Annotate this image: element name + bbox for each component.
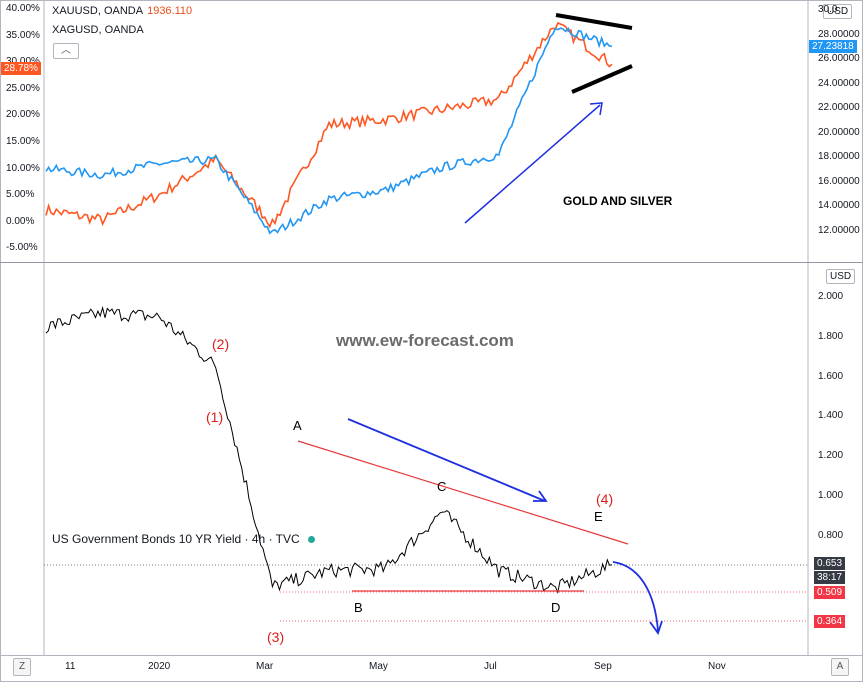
left-axis-tick-4: 20.00% bbox=[6, 109, 40, 121]
wave-label-4: (4) bbox=[596, 491, 614, 507]
wave-label-b: B bbox=[354, 600, 363, 615]
wave-label-c: C bbox=[437, 479, 447, 494]
uptrend-arrow-line bbox=[464, 104, 601, 224]
price-tag-current: 0.653 bbox=[814, 557, 846, 570]
top-series-group bbox=[45, 21, 613, 235]
auto-scale-button[interactable]: A bbox=[831, 658, 849, 676]
downtrend-arrow-line bbox=[347, 418, 546, 502]
bond-yield-pane[interactable]: US Government Bonds 10 YR Yield · 4h · T… bbox=[0, 263, 863, 655]
triangle-upper-line bbox=[555, 13, 633, 30]
downtrend-arrowhead bbox=[533, 490, 548, 502]
price-tag-countdown: 38:17 bbox=[814, 571, 846, 584]
uptrend-arrowhead bbox=[589, 102, 603, 116]
timezone-button[interactable]: Z bbox=[13, 658, 31, 676]
left-axis-tick-0: 40.00% bbox=[6, 3, 40, 14]
bond-axis-tick-2: 1.600 bbox=[818, 370, 844, 382]
wave-label-3: (3) bbox=[267, 629, 285, 645]
legend-gold-symbol: XAUUSD, OANDA bbox=[52, 5, 144, 17]
price-tag-364: 0.364 bbox=[814, 615, 846, 628]
gold-silver-pane[interactable]: XAUUSD, OANDA 1936.110 XAGUSD, OANDA ︿ US… bbox=[0, 0, 863, 263]
time-label-2020: 2020 bbox=[148, 661, 171, 672]
bond-axis-tick-0: 2.000 bbox=[818, 291, 844, 302]
projection-curve bbox=[612, 561, 659, 632]
legend-gold-value: 1936.110 bbox=[147, 5, 193, 17]
wave-label-a: A bbox=[293, 418, 302, 433]
silver-price-tag: 27.23818 bbox=[809, 40, 857, 53]
gold-silver-annotation: GOLD AND SILVER bbox=[563, 194, 673, 208]
left-axis-tick-6: 10.00% bbox=[6, 162, 40, 174]
right-axis-tick-0: 30.0 bbox=[818, 4, 838, 15]
left-axis-tick-3: 25.00% bbox=[6, 82, 40, 94]
bond-yield-chart bbox=[43, 263, 809, 655]
time-label-may: May bbox=[369, 661, 388, 672]
right-axis-tick-6: 18.00000 bbox=[818, 151, 860, 162]
gold-series-line bbox=[45, 21, 613, 229]
wave-label-1: (1) bbox=[206, 409, 224, 425]
bond-axis-tick-1: 1.800 bbox=[818, 330, 844, 342]
right-axis-tick-7: 16.00000 bbox=[818, 175, 860, 187]
pane-separator[interactable] bbox=[0, 262, 863, 263]
legend-silver[interactable]: XAGUSD, OANDA bbox=[52, 24, 144, 36]
left-axis-tick-5: 15.00% bbox=[6, 136, 40, 147]
right-axis-tick-5: 20.00000 bbox=[818, 126, 860, 138]
right-axis-tick-2: 26.00000 bbox=[818, 53, 860, 64]
bond-axis-tick-4: 1.200 bbox=[818, 450, 844, 462]
right-axis-tick-8: 14.00000 bbox=[818, 200, 860, 211]
wave-label-e: E bbox=[594, 509, 603, 524]
bond-axis-tick-5: 1.000 bbox=[818, 490, 844, 501]
wave-label-d: D bbox=[551, 600, 561, 615]
time-axis[interactable] bbox=[0, 655, 863, 683]
bond-axis-tick-3: 1.400 bbox=[818, 410, 844, 422]
time-label-11: 11 bbox=[65, 661, 76, 672]
left-axis-tick-8: 0.00% bbox=[6, 215, 35, 227]
price-tag-509: 0.509 bbox=[814, 586, 846, 599]
bond-chart-title[interactable]: US Government Bonds 10 YR Yield · 4h · T… bbox=[52, 532, 315, 546]
left-axis-tick-2: 30.00% bbox=[6, 56, 40, 67]
bond-yield-series-line bbox=[45, 305, 613, 594]
legend-gold[interactable]: XAUUSD, OANDA 1936.110 bbox=[52, 5, 192, 17]
left-axis-tick-7: 5.00% bbox=[6, 189, 35, 201]
time-label-sep: Sep bbox=[594, 661, 612, 672]
usd-label-bottom[interactable]: USD bbox=[826, 269, 856, 284]
market-status-icon bbox=[307, 536, 315, 544]
collapse-legend-button[interactable]: ︿ bbox=[53, 43, 79, 59]
time-label-mar: Mar bbox=[256, 661, 274, 672]
usd-label-top[interactable]: USD bbox=[823, 4, 853, 19]
right-axis-tick-4: 22.00000 bbox=[818, 102, 860, 113]
projection-arrowhead bbox=[649, 620, 663, 635]
gold-silver-chart bbox=[43, 0, 809, 262]
triangle-upper-trendline bbox=[297, 440, 629, 545]
legend-silver-symbol: XAGUSD, OANDA bbox=[52, 24, 144, 36]
right-axis-tick-9: 12.00000 bbox=[818, 224, 860, 236]
silver-series-line bbox=[45, 27, 613, 235]
time-label-jul: Jul bbox=[484, 661, 497, 672]
bond-axis-tick-6: 0.800 bbox=[818, 529, 844, 541]
bond-series-group bbox=[45, 305, 613, 594]
wave-label-2: (2) bbox=[212, 336, 230, 352]
chevron-up-icon: ︿ bbox=[61, 45, 71, 56]
bond-title-text: US Government Bonds 10 YR Yield · 4h · T… bbox=[52, 532, 300, 546]
right-axis-tick-3: 24.00000 bbox=[818, 77, 860, 89]
triangle-lower-line bbox=[571, 64, 633, 94]
left-axis-tick-1: 35.00% bbox=[6, 29, 40, 41]
left-axis-tick-9: -5.00% bbox=[6, 242, 38, 254]
right-axis-tick-1: 28.00000 bbox=[818, 28, 860, 40]
watermark: www.ew-forecast.com bbox=[336, 331, 514, 350]
time-label-nov: Nov bbox=[708, 661, 726, 672]
gold-percent-tag: 28.78% bbox=[1, 62, 41, 75]
